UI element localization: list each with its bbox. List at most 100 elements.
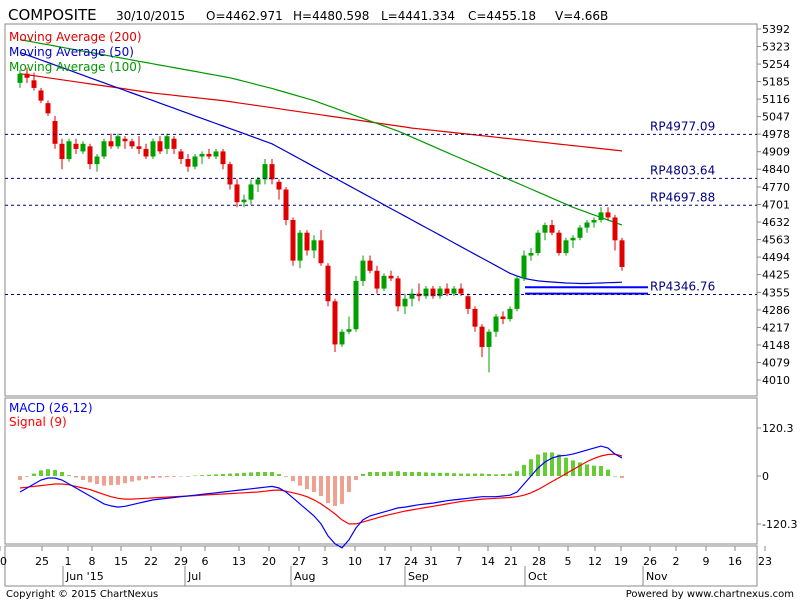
macd-histogram-bar [347, 476, 351, 492]
candle-body [164, 136, 170, 149]
candle [31, 72, 37, 91]
candle [290, 217, 296, 266]
candle-body [192, 156, 198, 167]
candle-body [556, 232, 562, 254]
macd-histogram-bar [543, 452, 547, 476]
candle [423, 286, 429, 299]
date-tick-label: 24 [404, 555, 418, 568]
candle-body [591, 219, 597, 223]
candle-body [325, 265, 331, 302]
macd-histogram-bar [109, 476, 113, 486]
candle-body [94, 156, 100, 165]
macd-histogram-bar [67, 475, 71, 476]
candle-body [269, 164, 275, 180]
macd-panel [4, 397, 758, 545]
price-tick-label: 5392 [762, 23, 790, 36]
candle [311, 235, 317, 259]
candle-body [619, 240, 625, 267]
candle [59, 138, 65, 170]
macd-histogram-bar [298, 476, 302, 486]
month-label: Aug [294, 570, 315, 583]
macd-histogram-bar [235, 473, 239, 476]
candle-body [24, 73, 30, 78]
header-volume: V=4.66B [555, 9, 608, 23]
month-label: Nov [646, 570, 668, 583]
candle-body [59, 143, 65, 160]
price-tick-label: 4909 [762, 146, 790, 159]
price-tick-label: 4701 [762, 199, 790, 212]
candle [80, 141, 86, 154]
macd-histogram-bar [270, 472, 274, 476]
candle [227, 161, 233, 190]
macd-histogram-bar [263, 472, 267, 476]
candle-body [521, 255, 527, 279]
candle-body [17, 73, 23, 83]
candle [353, 275, 359, 332]
macd-histogram-bar [305, 476, 309, 490]
macd-histogram-bar [32, 473, 36, 476]
date-tick-label: 29 [174, 555, 188, 568]
macd-histogram-bar [256, 472, 260, 476]
macd-histogram-bar [249, 472, 253, 476]
price-tick-label: 4494 [762, 251, 790, 264]
macd-histogram-bar [417, 472, 421, 476]
date-tick-label: 31 [424, 555, 438, 568]
candle-body [493, 316, 499, 332]
candle [241, 194, 247, 208]
candle-body [311, 240, 317, 251]
candle [493, 313, 499, 337]
macd-histogram-bar [81, 476, 85, 480]
macd-histogram-bar [396, 471, 400, 476]
candle-body [374, 270, 380, 289]
date-tick-label: 13 [232, 555, 246, 568]
candle-body [220, 151, 226, 165]
candle-body [143, 148, 149, 157]
macd-histogram-bar [389, 471, 393, 476]
macd-line [19, 445, 623, 549]
macd-histogram-bar [480, 473, 484, 476]
date-tick-label: 2 [673, 555, 680, 568]
macd-histogram-bar [144, 476, 148, 480]
candle [199, 151, 205, 165]
macd-histogram-bar [340, 476, 344, 504]
date-tick-label: 7 [456, 555, 463, 568]
candle [339, 329, 345, 347]
candle [367, 255, 373, 274]
candle-body [409, 293, 415, 299]
candle [269, 159, 275, 185]
candle [332, 298, 338, 353]
candle [24, 67, 30, 83]
macd-histogram-bar [326, 476, 330, 504]
candle [535, 230, 541, 256]
price-tick-label: 4425 [762, 269, 790, 282]
macd-histogram-bar [46, 469, 50, 476]
candle-body [255, 179, 261, 185]
copyright-text: Copyright © 2015 ChartNexus [6, 589, 158, 600]
candle-body [150, 141, 156, 157]
powered-by-link[interactable]: Powered by www.chartnexus.com [626, 589, 794, 600]
candle-body [213, 151, 219, 157]
candle-body [66, 141, 72, 160]
date-tick-label: 8 [89, 555, 96, 568]
price-tick-label: 4148 [762, 339, 790, 352]
macd-histogram-bar [53, 470, 57, 476]
candle [122, 136, 128, 149]
candle [563, 237, 569, 256]
candle-body [479, 326, 485, 347]
macd-histogram-bar [312, 476, 316, 492]
macd-histogram-bar [74, 476, 78, 478]
candle [619, 237, 625, 271]
candle-body [332, 301, 338, 345]
candle-body [570, 237, 576, 241]
candle-body [402, 298, 408, 307]
candle [598, 207, 604, 223]
candle-body [465, 296, 471, 309]
date-tick-label: 10 [348, 555, 362, 568]
candle [213, 148, 219, 160]
month-label: Oct [528, 570, 548, 583]
candle [612, 214, 618, 251]
candle [206, 148, 212, 160]
header-high: H=4480.598 [293, 9, 369, 23]
candle [360, 255, 366, 287]
